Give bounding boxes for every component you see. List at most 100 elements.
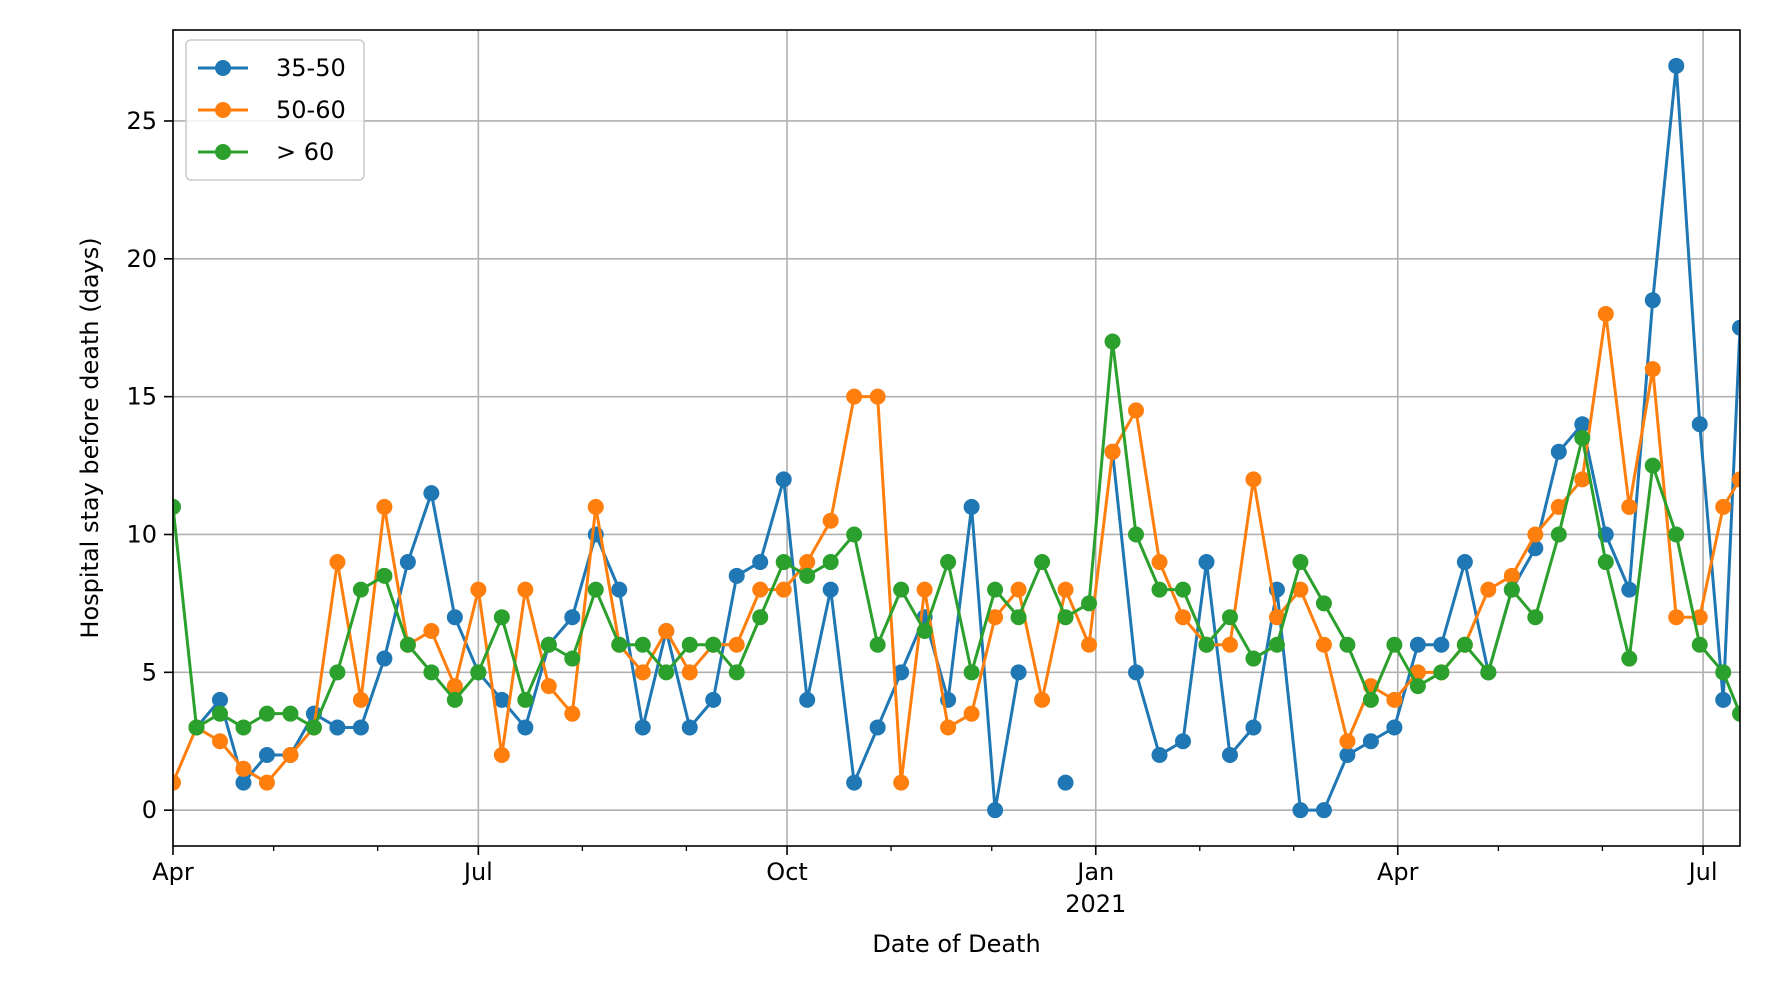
legend-marker (215, 144, 231, 160)
data-point (446, 691, 463, 708)
data-point (1668, 57, 1685, 74)
legend-label: > 60 (276, 138, 334, 166)
data-point (1198, 554, 1215, 571)
data-point (1597, 305, 1614, 322)
data-point (1480, 581, 1497, 598)
data-point (1732, 471, 1740, 488)
data-point (399, 636, 416, 653)
data-point (1386, 636, 1403, 653)
data-point (1221, 747, 1238, 764)
data-point (1433, 636, 1450, 653)
data-point (799, 691, 816, 708)
data-point (1691, 416, 1708, 433)
data-point (1221, 636, 1238, 653)
data-point (1221, 609, 1238, 626)
data-point (1104, 443, 1121, 460)
data-point (916, 581, 933, 598)
data-point (681, 636, 698, 653)
data-point (705, 636, 722, 653)
data-point (517, 719, 534, 736)
data-point (869, 388, 886, 405)
data-point (540, 678, 557, 695)
data-point (893, 774, 910, 791)
data-point (728, 636, 745, 653)
x-tick-sublabel: 2021 (1065, 890, 1126, 918)
data-point (681, 719, 698, 736)
x-axis: Apr Jul Oct Jan 2021 Apr Jul (152, 846, 1718, 918)
data-point (305, 719, 322, 736)
data-point (963, 664, 980, 681)
data-point (1081, 595, 1098, 612)
data-point (446, 609, 463, 626)
data-point (987, 581, 1004, 598)
data-point (258, 774, 275, 791)
data-point (376, 567, 393, 584)
data-point (658, 622, 675, 639)
data-point (1715, 664, 1732, 681)
data-point (1644, 457, 1661, 474)
data-point (634, 664, 651, 681)
data-point (1174, 733, 1191, 750)
data-point (282, 747, 299, 764)
data-point (634, 636, 651, 653)
data-point (1268, 636, 1285, 653)
series-1 (188, 57, 1740, 819)
data-point (517, 691, 534, 708)
data-point (775, 554, 792, 571)
data-point (1128, 402, 1145, 419)
data-point (1010, 581, 1027, 598)
data-point (1433, 664, 1450, 681)
x-tick-label: Oct (766, 858, 808, 886)
data-point (799, 567, 816, 584)
data-point (1409, 678, 1426, 695)
data-point (1644, 361, 1661, 378)
data-point (517, 581, 534, 598)
data-point (822, 512, 839, 529)
data-point (493, 747, 510, 764)
y-tick-label: 5 (142, 658, 157, 686)
data-point (188, 719, 205, 736)
series-layer (173, 57, 1740, 819)
data-point (822, 554, 839, 571)
data-point (681, 664, 698, 681)
data-point (282, 705, 299, 722)
data-point (1128, 664, 1145, 681)
data-point (1480, 664, 1497, 681)
data-point (658, 664, 675, 681)
data-point (258, 747, 275, 764)
data-point (799, 554, 816, 571)
data-point (752, 609, 769, 626)
data-point (1503, 581, 1520, 598)
data-point (1668, 526, 1685, 543)
data-point (1456, 554, 1473, 571)
series-line-segment (173, 312, 1740, 785)
data-point (1362, 691, 1379, 708)
data-point (329, 664, 346, 681)
data-point (1503, 567, 1520, 584)
data-point (423, 485, 440, 502)
data-point (376, 498, 393, 515)
data-point (1409, 636, 1426, 653)
data-point (329, 554, 346, 571)
data-point (1715, 691, 1732, 708)
data-point (587, 581, 604, 598)
data-point (211, 705, 228, 722)
data-point (1339, 733, 1356, 750)
data-point (1174, 609, 1191, 626)
data-point (211, 733, 228, 750)
y-tick-label: 25 (126, 107, 157, 135)
data-point (1245, 471, 1262, 488)
data-point (869, 636, 886, 653)
data-point (728, 567, 745, 584)
y-tick-label: 15 (126, 383, 157, 411)
data-point (1527, 609, 1544, 626)
x-tick-label: Jul (462, 858, 493, 886)
data-point (987, 802, 1004, 819)
data-point (1292, 554, 1309, 571)
data-point (329, 719, 346, 736)
data-point (446, 678, 463, 695)
x-tick-label: Apr (1377, 858, 1419, 886)
data-point (1315, 636, 1332, 653)
data-point (173, 498, 181, 515)
data-point (423, 622, 440, 639)
